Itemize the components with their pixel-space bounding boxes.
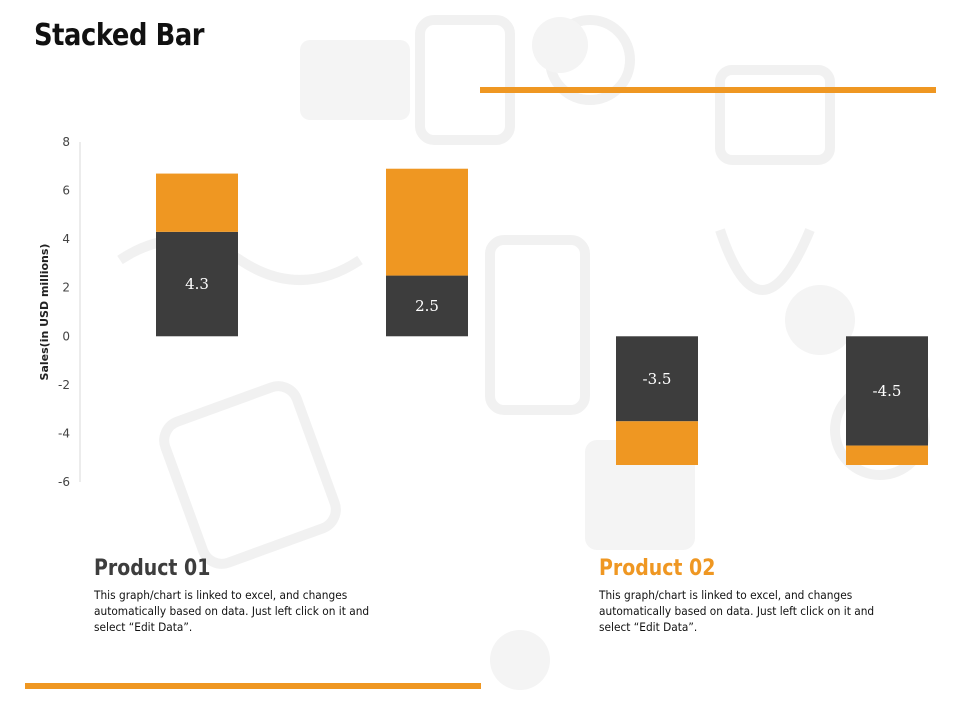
product-02-description: This graph/chart is linked to excel, and… — [599, 588, 875, 634]
bar-segment — [616, 421, 698, 465]
page-title: Stacked Bar — [34, 18, 205, 53]
stacked-bar-chart: 8 6 4 2 0 -2 -4 -6 4.3 2.5 -3.5 -4.5 Sales(in USD … — [38, 135, 928, 489]
medicine-box-icon — [159, 381, 341, 569]
bar-segment — [386, 275, 468, 337]
bar-data-label: 4.3 — [185, 275, 209, 293]
bar-data-label: 2.5 — [415, 297, 439, 315]
y-tick-label: -6 — [58, 475, 70, 489]
bars-group — [156, 168, 928, 465]
y-axis-label: Sales(in USD millions) — [38, 244, 51, 381]
bar-segment — [846, 336, 928, 446]
bar-segment — [846, 445, 928, 465]
stethoscope-icon-2 — [715, 228, 815, 295]
bottom-accent-line — [25, 683, 481, 689]
top-accent-line — [480, 87, 936, 93]
y-tick-label: 8 — [62, 135, 70, 149]
y-axis-ticks: 8 6 4 2 0 -2 -4 -6 — [58, 135, 70, 489]
bar-segment — [156, 231, 238, 337]
bar-data-label: -4.5 — [873, 382, 902, 400]
bottle-icon-2 — [415, 15, 515, 145]
product-02-block: Product 02 This graph/chart is linked to… — [599, 556, 919, 635]
product-01-description: This graph/chart is linked to excel, and… — [94, 588, 370, 634]
y-tick-label: 0 — [62, 329, 70, 343]
product-02-title: Product 02 — [599, 556, 716, 581]
y-tick-label: -2 — [58, 378, 70, 392]
y-tick-label: 2 — [62, 281, 70, 295]
y-tick-label: 4 — [62, 232, 70, 246]
bar-data-label: -3.5 — [643, 370, 672, 388]
product-01-title: Product 01 — [94, 556, 211, 581]
bar-segment — [616, 336, 698, 422]
y-tick-label: 6 — [62, 184, 70, 198]
y-tick-label: -4 — [58, 426, 70, 440]
data-labels-group: 4.3 2.5 -3.5 -4.5 — [185, 275, 901, 400]
bottle-icon — [485, 235, 590, 415]
bar-segment — [386, 168, 468, 276]
product-01-block: Product 01 This graph/chart is linked to… — [94, 556, 414, 635]
first-aid-kit-icon — [715, 65, 835, 165]
bar-segment — [156, 173, 238, 232]
